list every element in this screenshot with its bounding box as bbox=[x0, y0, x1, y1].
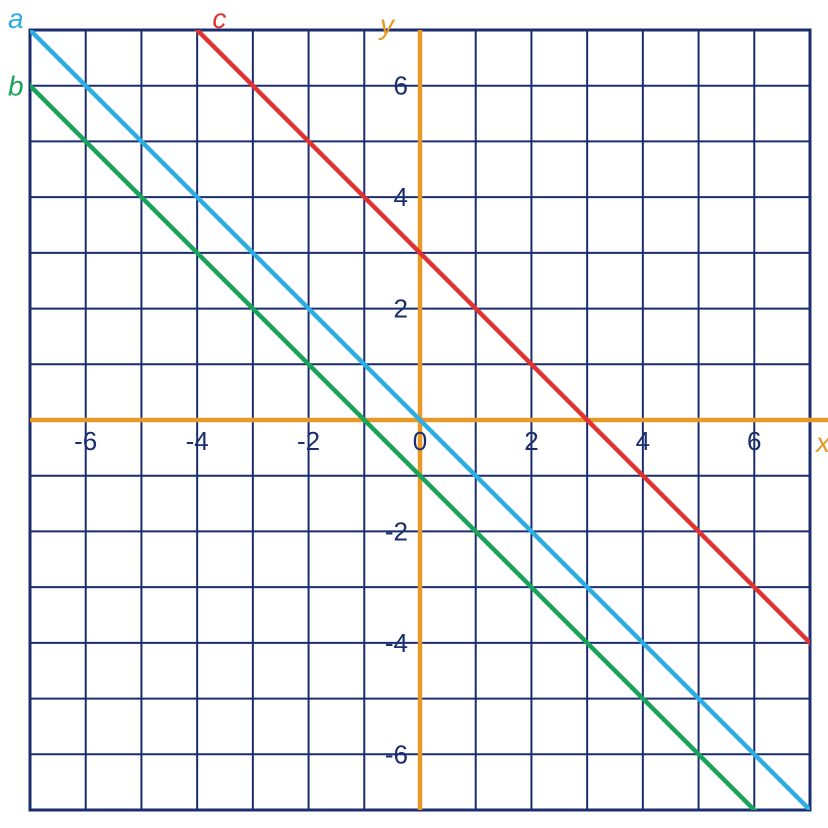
y-tick-label: -6 bbox=[385, 739, 408, 769]
y-tick-label: 4 bbox=[394, 182, 408, 212]
y-tick-label: 6 bbox=[394, 71, 408, 101]
x-tick-label: 6 bbox=[747, 426, 761, 456]
x-tick-label: 0 bbox=[413, 426, 427, 456]
chart-svg: -6 -4 -2 0 2 4 6 -6 -4 -2 2 4 6 x y a b c bbox=[0, 0, 828, 828]
x-tick-label: 2 bbox=[524, 426, 538, 456]
x-tick-label: -2 bbox=[297, 426, 320, 456]
x-axis-label: x bbox=[814, 427, 828, 458]
y-tick-label: 2 bbox=[394, 294, 408, 324]
y-axis-label: y bbox=[378, 9, 396, 40]
x-tick-label: -6 bbox=[74, 426, 97, 456]
line-label-b: b bbox=[8, 71, 24, 102]
y-tick-label: -2 bbox=[385, 516, 408, 546]
y-tick-label: -4 bbox=[385, 628, 408, 658]
x-tick-label: 4 bbox=[636, 426, 650, 456]
x-tick-label: -4 bbox=[186, 426, 209, 456]
coordinate-grid-chart: -6 -4 -2 0 2 4 6 -6 -4 -2 2 4 6 x y a b c bbox=[0, 0, 828, 828]
line-label-a: a bbox=[8, 3, 24, 34]
line-label-c: c bbox=[212, 3, 226, 34]
